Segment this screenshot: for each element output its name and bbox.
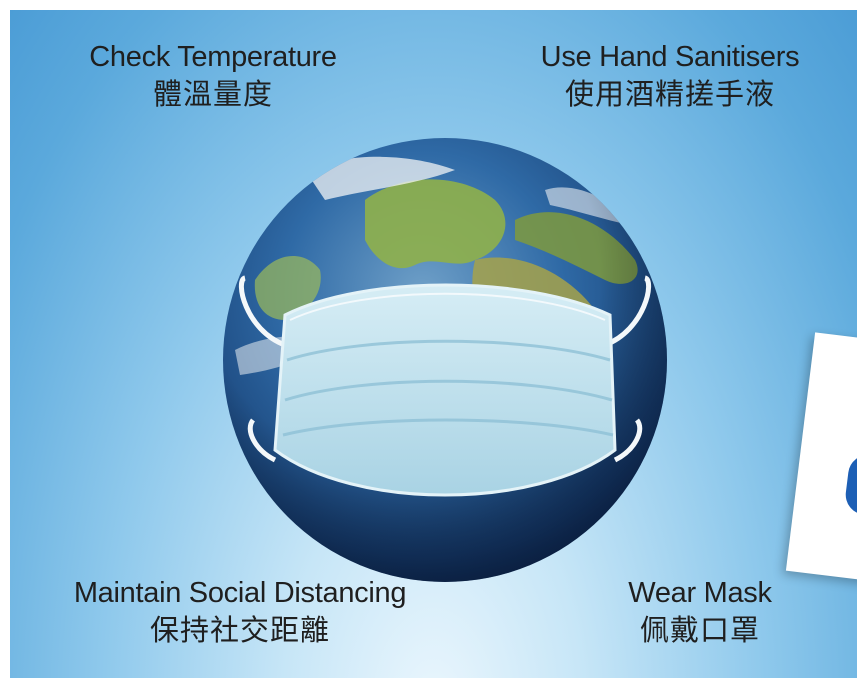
mask-ear-loop-left-lower bbox=[247, 418, 277, 463]
surgical-mask bbox=[273, 283, 617, 497]
caption-en: Wear Mask bbox=[628, 577, 772, 609]
caption-en: Use Hand Sanitisers bbox=[540, 41, 800, 73]
caption-en: Maintain Social Distancing bbox=[73, 577, 407, 609]
mask-pleat bbox=[284, 379, 613, 402]
partial-logo-icon bbox=[843, 452, 857, 518]
mask-ear-loop-right bbox=[604, 275, 652, 348]
caption-social-distancing: Maintain Social Distancing 保持社交距離 bbox=[20, 576, 460, 650]
caption-zh: 保持社交距離 bbox=[149, 613, 330, 647]
mask-ear-loop-right-lower bbox=[613, 418, 643, 463]
mask-ear-loop-left bbox=[238, 275, 286, 348]
caption-zh: 使用酒精搓手液 bbox=[564, 77, 775, 111]
caption-hand-sanitisers: Use Hand Sanitisers 使用酒精搓手液 bbox=[500, 40, 840, 114]
caption-check-temperature: Check Temperature 體溫量度 bbox=[48, 40, 378, 114]
health-poster: Check Temperature 體溫量度 Use Hand Sanitise… bbox=[10, 10, 857, 678]
mask-top-edge bbox=[289, 292, 606, 321]
caption-wear-mask: Wear Mask 佩戴口罩 bbox=[595, 576, 805, 650]
mask-pleat bbox=[282, 418, 614, 437]
caption-zh: 體溫量度 bbox=[152, 77, 273, 111]
caption-zh: 佩戴口罩 bbox=[639, 613, 760, 647]
overlapping-white-card bbox=[785, 332, 857, 588]
mask-pleat bbox=[286, 339, 611, 362]
globe-wearing-surgical-mask-icon bbox=[223, 138, 667, 582]
caption-en: Check Temperature bbox=[89, 41, 337, 73]
globe-mask-illustration bbox=[215, 130, 675, 590]
